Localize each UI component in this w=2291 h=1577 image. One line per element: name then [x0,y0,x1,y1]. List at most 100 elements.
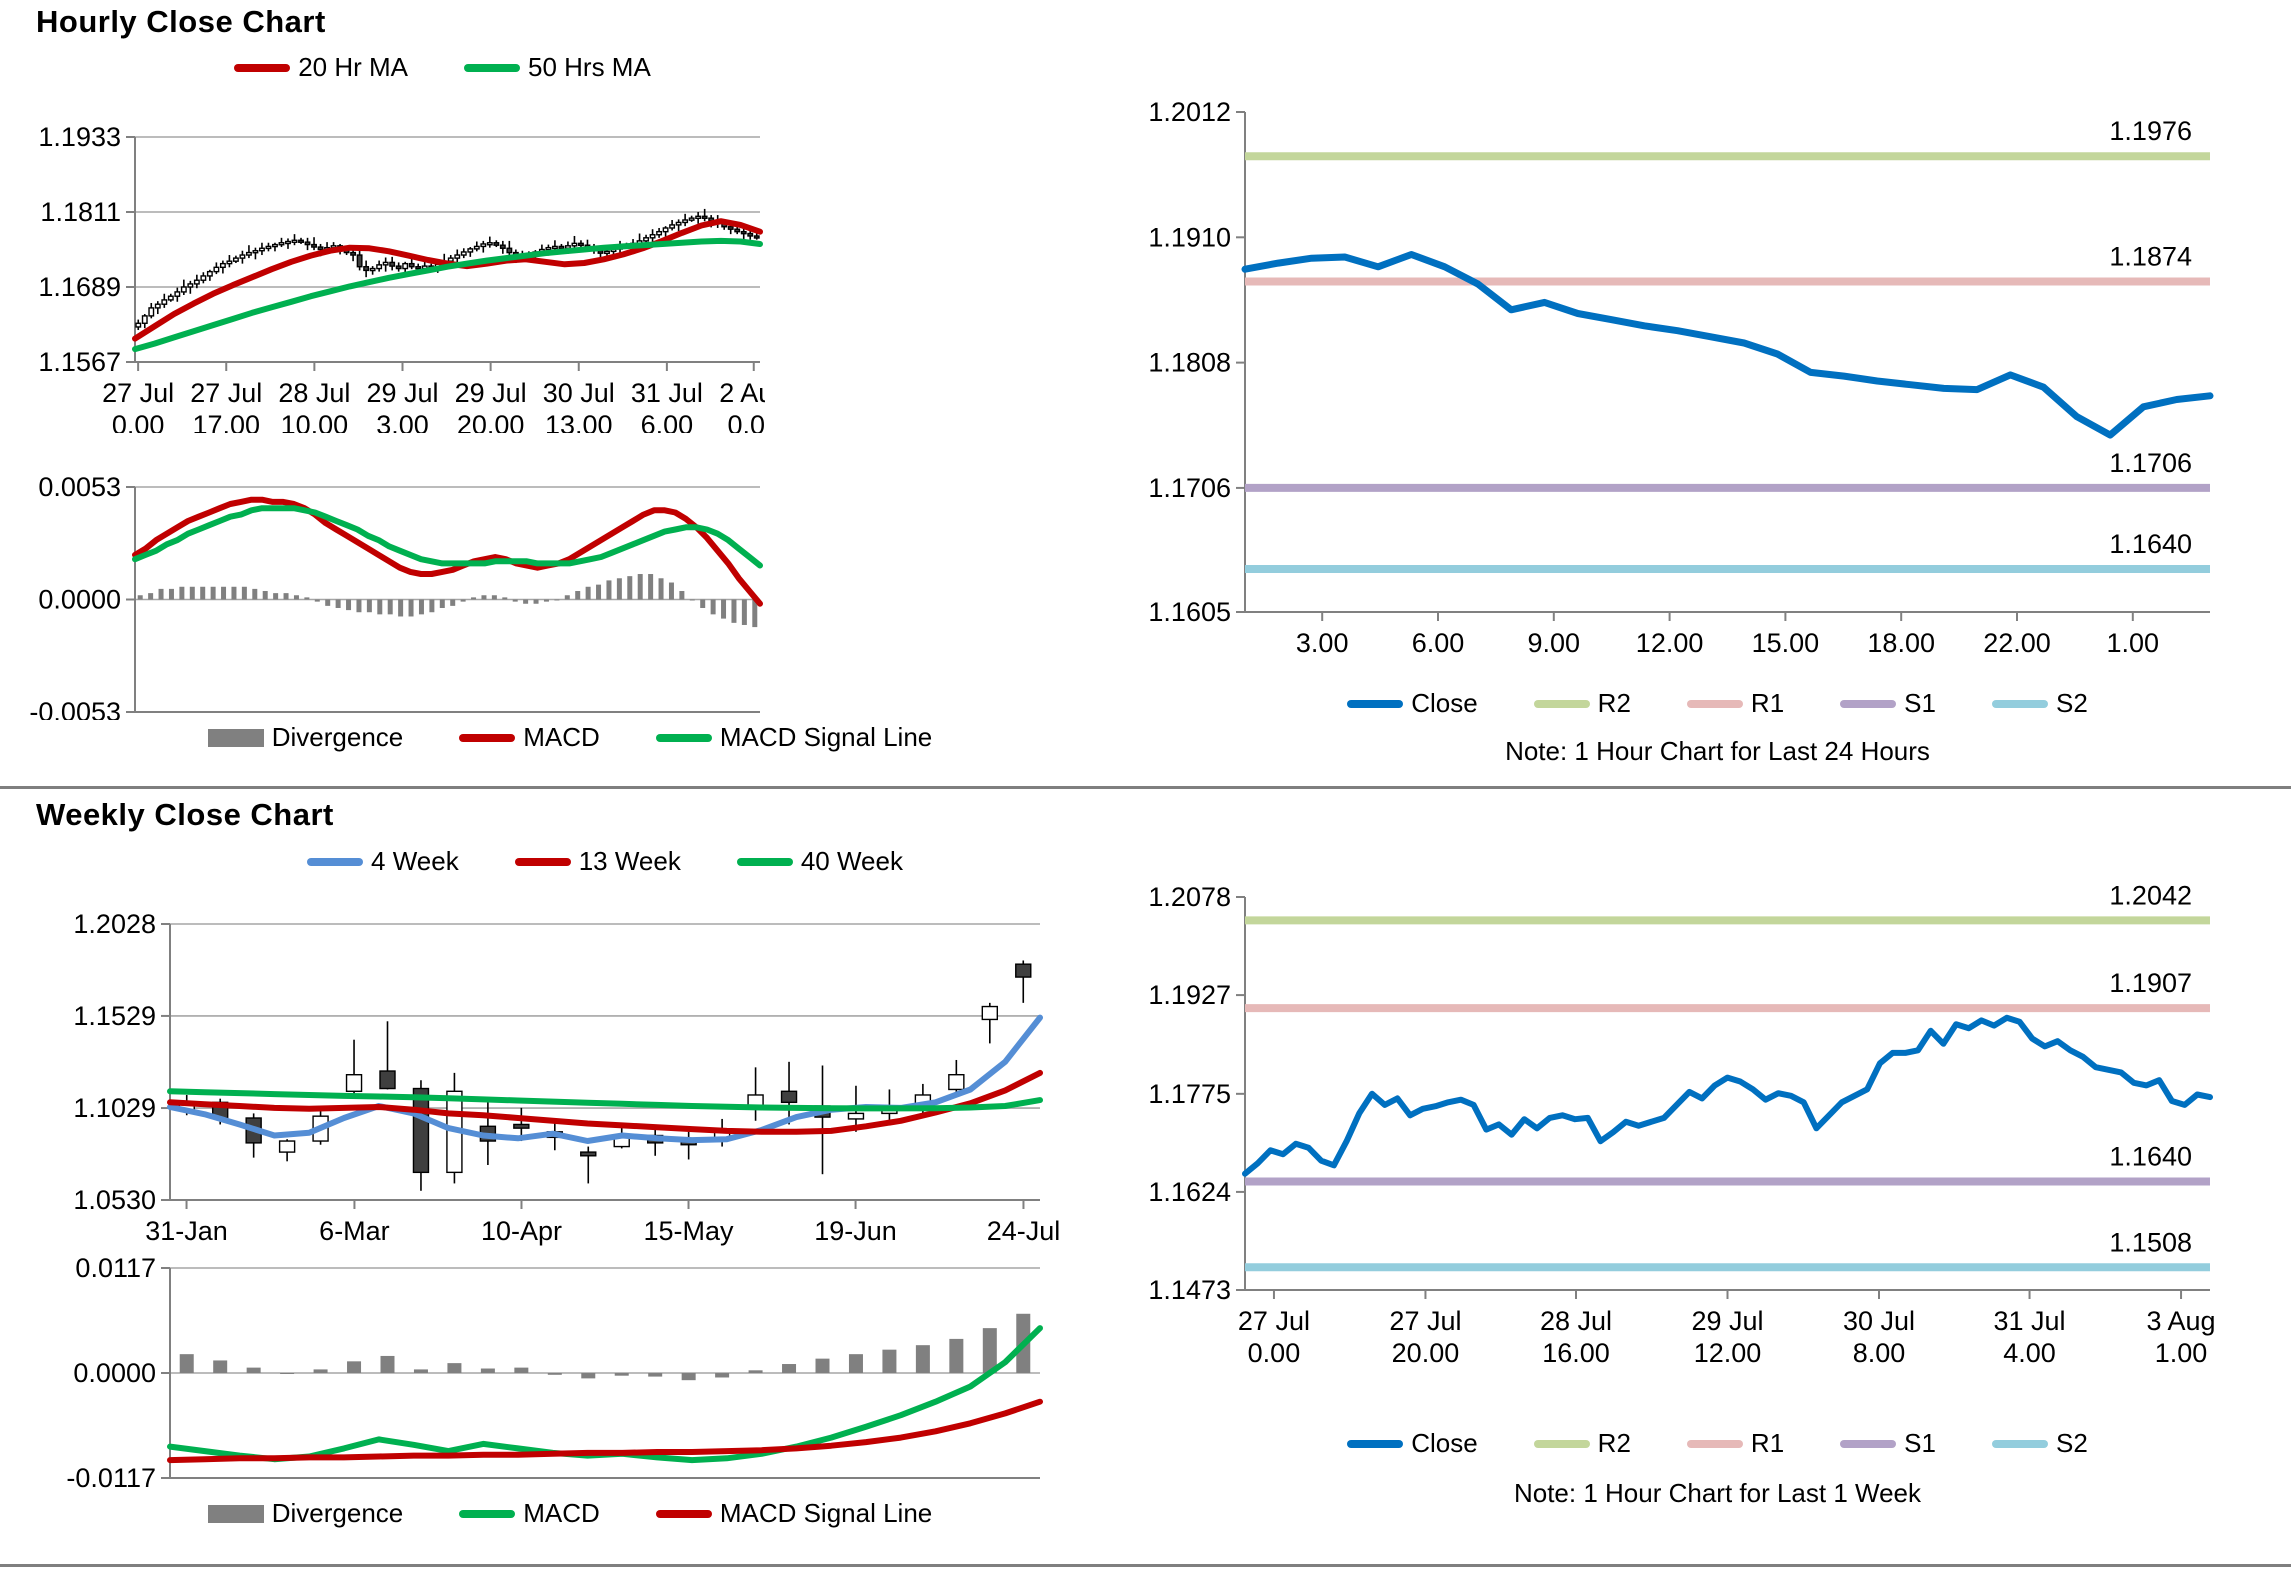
svg-text:31-Jan: 31-Jan [145,1216,228,1246]
svg-text:15-May: 15-May [644,1216,735,1246]
svg-text:12.00: 12.00 [1636,628,1704,658]
legend-swatch-icon [655,1509,712,1518]
svg-text:1.1640: 1.1640 [2109,1142,2192,1172]
hourly-chart-note: Note: 1 Hour Chart for Last 24 Hours [1505,736,1930,766]
svg-text:0.0053: 0.0053 [38,472,121,502]
legend-item-macd-signal-line: MACD Signal Line [655,1498,933,1529]
legend-swatch-icon [655,733,712,742]
svg-text:4.00: 4.00 [2003,1338,2056,1368]
svg-text:27 Jul: 27 Jul [1238,1306,1310,1336]
svg-text:31 Jul: 31 Jul [1994,1306,2066,1336]
svg-text:0.00: 0.00 [1248,1338,1301,1368]
svg-text:1.1910: 1.1910 [1150,222,1231,252]
svg-text:28 Jul: 28 Jul [1540,1306,1612,1336]
legend-label: 20 Hr MA [298,52,408,82]
legend-label: S1 [1904,1428,1936,1458]
svg-text:1.2078: 1.2078 [1150,882,1231,912]
legend-item-macd-signal-line: MACD Signal Line [655,722,932,753]
svg-text:0.0000: 0.0000 [73,1358,156,1388]
svg-text:1.2028: 1.2028 [73,909,156,939]
svg-text:10.00: 10.00 [281,410,349,433]
svg-text:27 Jul: 27 Jul [190,378,262,408]
hourly-macd-chart: 0.0053 0.0000 -0.0053 [29,472,763,720]
legend-label: MACD Signal Line [719,1498,933,1528]
legend-swatch-icon [1533,699,1590,708]
svg-text:9.00: 9.00 [1528,628,1581,658]
legend-swatch-icon [736,857,793,866]
svg-text:3.00: 3.00 [376,410,429,433]
legend-swatch-icon [207,728,264,747]
legend-swatch-icon [1347,1439,1404,1448]
svg-text:12.00: 12.00 [1694,1338,1762,1368]
svg-text:16.00: 16.00 [1542,1338,1610,1368]
svg-text:1.1689: 1.1689 [38,272,121,302]
legend-label: Divergence [271,722,404,752]
legend-swatch-icon [459,1509,516,1518]
svg-text:1.1775: 1.1775 [1150,1079,1231,1109]
svg-text:1.1473: 1.1473 [1150,1275,1231,1305]
legend-swatch-icon [1686,699,1743,708]
svg-text:6.00: 6.00 [641,410,694,433]
svg-text:1.1933: 1.1933 [38,122,121,152]
svg-text:30 Jul: 30 Jul [1843,1306,1915,1336]
legend-swatch-icon [1991,1439,2048,1448]
legend-label: R1 [1750,688,1785,718]
legend-label: S1 [1904,688,1936,718]
legend-label: S2 [2055,688,2088,718]
svg-text:1.1529: 1.1529 [73,1001,156,1031]
svg-text:1.1907: 1.1907 [2109,968,2192,998]
weekly-macd-chart: 0.0117 0.0000 -0.0117 [66,1253,1043,1492]
svg-text:1.1508: 1.1508 [2109,1227,2192,1257]
svg-text:1.1976: 1.1976 [2109,116,2192,146]
legend-item-macd: MACD [459,1498,600,1529]
svg-text:13.00: 13.00 [545,410,613,433]
legend-swatch-icon [1347,699,1404,708]
legend-label: Divergence [271,1498,404,1528]
legend-swatch-icon [1686,1439,1743,1448]
hourly-section-title: Hourly Close Chart [36,4,326,39]
svg-text:8.00: 8.00 [1853,1338,1906,1368]
legend-swatch-icon [207,1504,264,1523]
svg-text:24-Jul: 24-Jul [987,1216,1061,1246]
svg-text:0.00: 0.00 [112,410,165,433]
legend-label: 4 Week [371,846,459,876]
legend-item-40-week: 40 Week [736,846,903,877]
svg-text:27 Jul: 27 Jul [102,378,174,408]
svg-text:1.1808: 1.1808 [1150,348,1231,378]
svg-text:15.00: 15.00 [1752,628,1820,658]
legend-item-s2: S2 [1991,688,2088,719]
legend-label: S2 [2055,1428,2088,1458]
legend-item-r1: R1 [1686,1428,1784,1459]
svg-text:3.00: 3.00 [1296,628,1349,658]
weekly-chart-note: Note: 1 Hour Chart for Last 1 Week [1513,1478,1922,1508]
legend-label: MACD [523,1498,600,1528]
legend-swatch-icon [1533,1439,1590,1448]
legend-item-r2: R2 [1533,1428,1631,1459]
svg-text:1.1874: 1.1874 [2109,242,2192,272]
legend-label: 50 Hrs MA [528,52,651,82]
svg-text:1.2042: 1.2042 [2109,880,2192,910]
legend-item-13-week: 13 Week [514,846,681,877]
legend-item-r2: R2 [1533,688,1631,719]
weekly-price-legend: 4 Week 13 Week 40 Week [170,846,1040,877]
svg-text:27 Jul: 27 Jul [1389,1306,1461,1336]
weekly-section-title: Weekly Close Chart [36,797,334,832]
weekly-macd-legend: Divergence MACD MACD Signal Line [60,1498,1080,1529]
legend-item-50-hrs-ma: 50 Hrs MA [464,52,651,83]
svg-text:0.0117: 0.0117 [75,1253,156,1283]
svg-text:-0.0117: -0.0117 [66,1463,156,1492]
legend-swatch-icon [307,857,364,866]
legend-item-divergence: Divergence [207,1498,404,1529]
hourly-close-pivot-chart: 1.2012 1.1910 1.1808 1.1706 1.1605 3.00 6.00 9.… [1150,97,2214,658]
svg-text:30 Jul: 30 Jul [543,378,615,408]
svg-text:1.1811: 1.1811 [40,197,121,227]
svg-text:1.00: 1.00 [2107,628,2160,658]
svg-text:1.1624: 1.1624 [1150,1177,1231,1207]
svg-text:18.00: 18.00 [1867,628,1935,658]
svg-text:1.0530: 1.0530 [73,1185,156,1215]
legend-item-20-hr-ma: 20 Hr MA [234,52,408,83]
